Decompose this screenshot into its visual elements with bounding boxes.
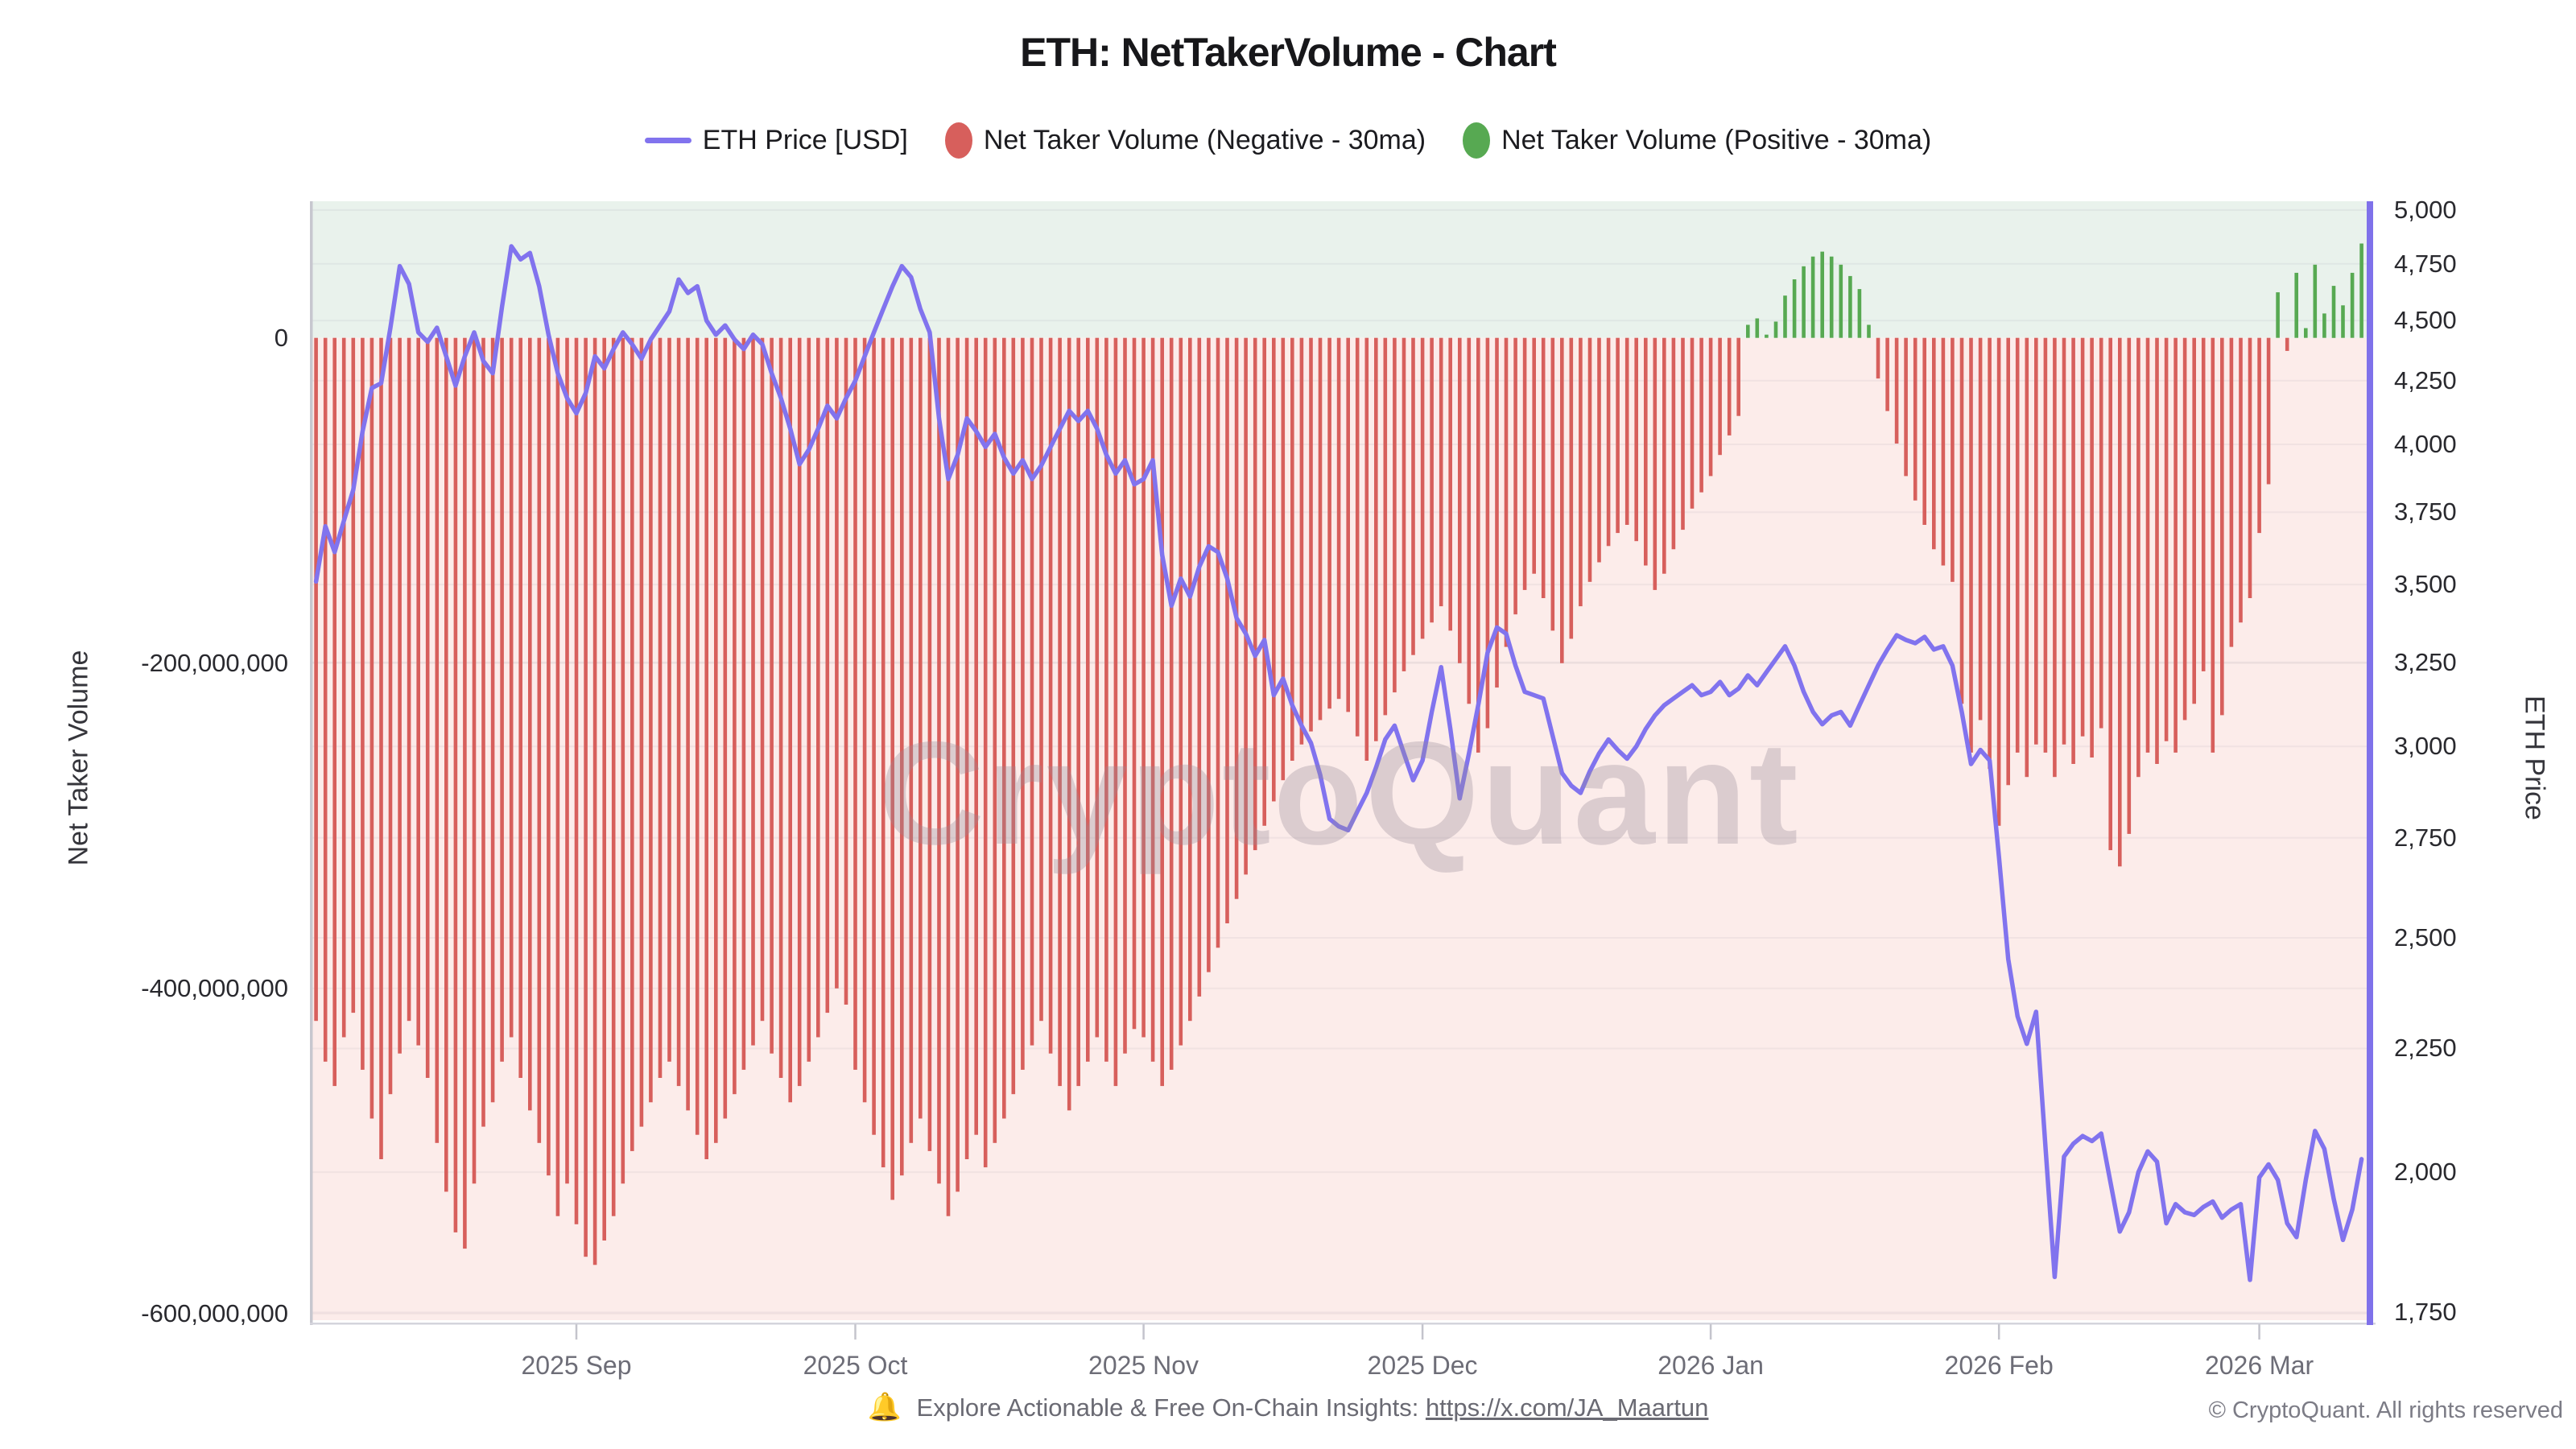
footer-link[interactable]: https://x.com/JA_Maartun [1425,1393,1709,1422]
right-axis-tick-label: 4,750 [2394,249,2457,278]
right-axis-tick-label: 3,000 [2394,732,2457,761]
right-axis-tick-label: 2,500 [2394,923,2457,952]
right-axis-tick-label: 3,250 [2394,647,2457,676]
right-axis-tick-label: 4,500 [2394,306,2457,335]
page-title: ETH: NetTakerVolume - Chart [1020,30,1557,75]
right-axis-tick-label: 3,500 [2394,570,2457,599]
legend-label: Net Taker Volume (Negative - 30ma) [983,125,1426,155]
legend-item-positive-volume[interactable]: Net Taker Volume (Positive - 30ma) [1463,122,1931,159]
x-axis-tick-label: 2025 Nov [1088,1351,1199,1380]
bell-icon: 🔔 [867,1392,902,1422]
left-axis-tick-label: -400,000,000 [141,973,288,1002]
footer-note: 🔔 Explore Actionable & Free On-Chain Ins… [0,1391,2576,1423]
circle-swatch-icon [1463,122,1491,159]
legend: ETH Price [USD] Net Taker Volume (Negati… [0,122,2576,159]
right-axis-tick-label: 3,750 [2394,497,2457,526]
x-axis-tick-label: 2026 Jan [1657,1351,1764,1380]
left-axis-title: Net Taker Volume [63,650,94,866]
left-axis-tick-label: -200,000,000 [141,648,288,677]
x-axis-tick-label: 2026 Mar [2204,1351,2314,1380]
right-axis-tick-label: 2,250 [2394,1034,2457,1063]
x-axis-tick-label: 2025 Oct [803,1351,908,1380]
line-swatch-icon [644,138,691,143]
circle-swatch-icon [944,122,972,159]
left-axis-tick-label: 0 [274,323,288,352]
footer-text: Explore Actionable & Free On-Chain Insig… [916,1393,1419,1422]
right-axis-tick-label: 2,750 [2394,823,2457,852]
x-axis-tick-label: 2025 Sep [521,1351,632,1380]
right-axis-tick-label: 2,000 [2394,1158,2457,1187]
x-axis-tick-label: 2026 Feb [1944,1351,2054,1380]
x-axis-tick-label: 2025 Dec [1367,1351,1478,1380]
legend-item-negative-volume[interactable]: Net Taker Volume (Negative - 30ma) [944,122,1426,159]
right-axis-tick-label: 1,750 [2394,1298,2457,1327]
right-axis-tick-label: 4,000 [2394,429,2457,458]
right-axis-tick-label: 4,250 [2394,365,2457,394]
copyright: © CryptoQuant. All rights reserved [2208,1397,2563,1423]
legend-item-eth-price[interactable]: ETH Price [USD] [644,125,908,156]
legend-label: Net Taker Volume (Positive - 30ma) [1501,125,1932,155]
legend-label: ETH Price [USD] [702,125,908,155]
left-axis-tick-label: -600,000,000 [141,1298,288,1327]
right-axis-tick-label: 5,000 [2394,195,2457,224]
